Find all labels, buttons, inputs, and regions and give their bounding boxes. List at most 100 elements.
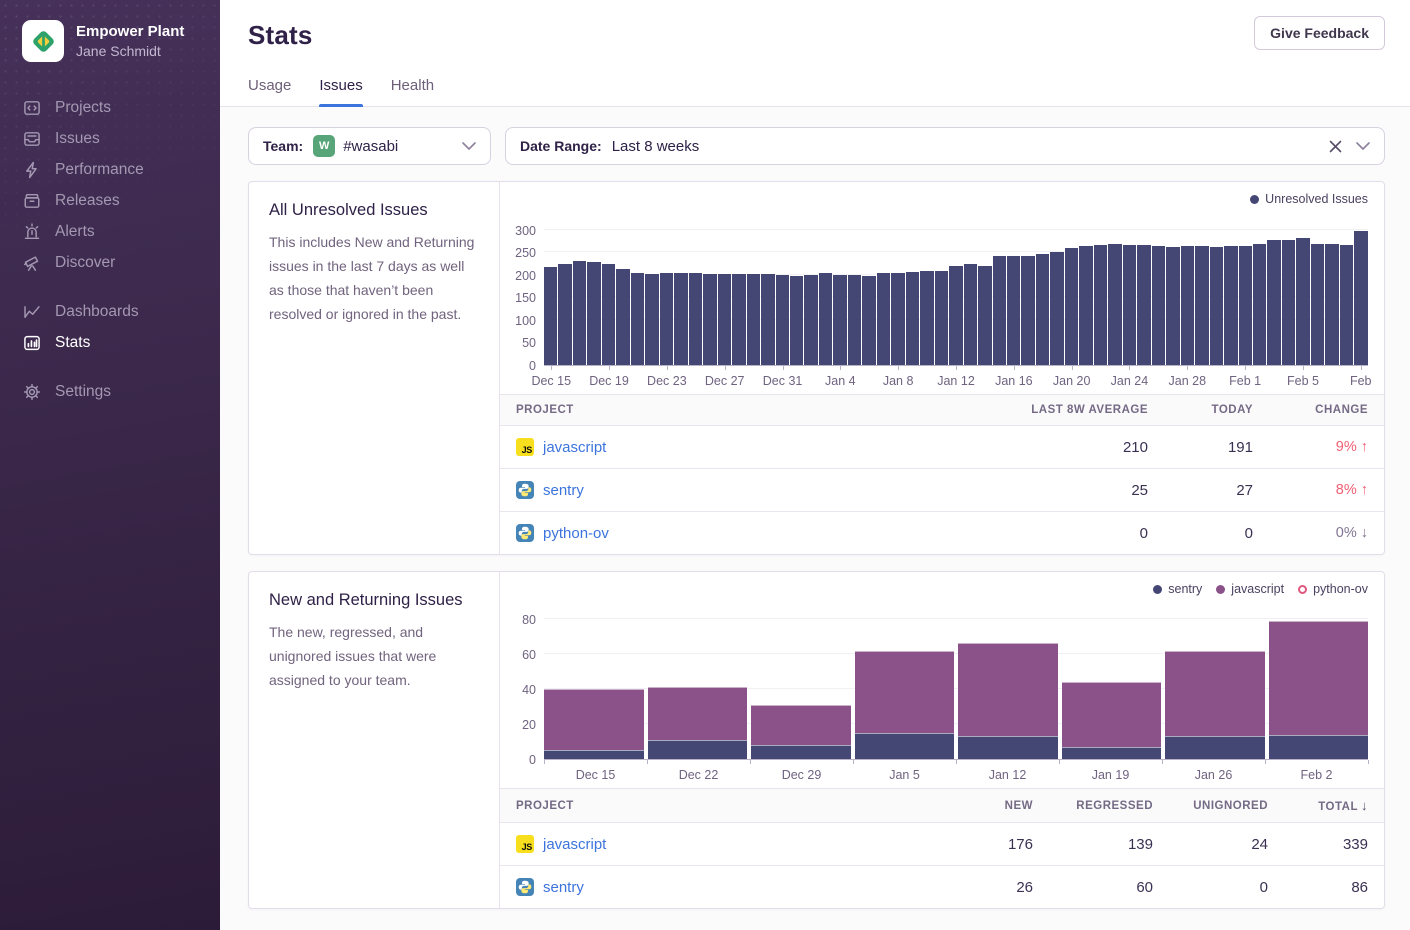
bar	[1325, 244, 1338, 365]
project-link[interactable]: javascript	[543, 836, 606, 853]
panel-title: New and Returning Issues	[269, 591, 479, 610]
date-range-value: Last 8 weeks	[612, 138, 700, 155]
legend-item-sentry[interactable]: sentry	[1153, 582, 1202, 596]
x-tick-label: Jan 12	[989, 768, 1027, 782]
table-row: sentry25278% ↑	[500, 468, 1384, 511]
panel-description: This includes New and Returning issues i…	[269, 230, 479, 326]
change-cell: 8% ↑	[1269, 470, 1384, 510]
date-range-filter[interactable]: Date Range: Last 8 weeks	[505, 127, 1385, 165]
change-up-arrow-icon: ↑	[1361, 439, 1368, 455]
x-tick-label: Feb 5	[1287, 374, 1319, 388]
nav-section: Dashboards Stats	[22, 296, 220, 358]
bar	[602, 264, 615, 365]
python-icon	[516, 481, 534, 499]
x-tick-label: Dec 29	[782, 768, 822, 782]
project-cell: python-ov	[500, 512, 994, 554]
project-link[interactable]: python-ov	[543, 525, 609, 542]
project-link[interactable]: javascript	[543, 439, 606, 456]
sidebar-item-discover[interactable]: Discover	[22, 247, 220, 278]
clear-icon[interactable]	[1329, 140, 1342, 153]
bar	[1065, 248, 1078, 365]
sidebar-item-stats[interactable]: Stats	[22, 327, 220, 358]
x-tick-label: Jan 4	[825, 374, 856, 388]
x-tick-label: Dec 27	[705, 374, 745, 388]
legend-item-unresolved-issues[interactable]: Unresolved Issues	[1250, 192, 1368, 206]
bar	[776, 275, 789, 366]
releases-icon	[22, 191, 41, 210]
bar-segment-javascript	[544, 689, 644, 750]
sidebar-item-projects[interactable]: Projects	[22, 92, 220, 123]
column-header-project: Project	[500, 395, 994, 425]
bar	[761, 274, 774, 365]
bar	[1094, 245, 1107, 365]
tab-usage[interactable]: Usage	[248, 77, 291, 106]
sidebar-item-dashboards[interactable]: Dashboards	[22, 296, 220, 327]
bar	[819, 273, 832, 365]
projects-icon	[22, 98, 41, 117]
y-tick-label: 50	[522, 336, 536, 350]
chevron-down-icon	[462, 142, 476, 150]
app-window: Empower Plant Jane Schmidt ProjectsIssue…	[0, 0, 1410, 930]
panel-left-column: All Unresolved Issues This includes New …	[249, 182, 500, 554]
bar	[1108, 244, 1121, 365]
python-icon	[516, 524, 534, 542]
bar	[1239, 246, 1252, 365]
bar-segment-sentry	[648, 740, 748, 759]
bar	[751, 705, 851, 759]
x-tick-label: Feb 1	[1229, 374, 1261, 388]
sidebar-item-settings[interactable]: Settings	[22, 376, 220, 407]
y-tick-label: 40	[522, 683, 536, 697]
x-tick-label: Dec 15	[531, 374, 571, 388]
panel-right-column: Unresolved Issues050100150200250300Dec 1…	[500, 182, 1384, 554]
table-row: JSjavascript17613924339	[500, 822, 1384, 865]
column-header-change: Change	[1269, 395, 1384, 425]
bar	[631, 273, 644, 365]
y-axis-labels: 050100150200250300	[510, 216, 544, 366]
change-up-arrow-icon: ↑	[1361, 482, 1368, 498]
nav-section: Settings	[22, 376, 220, 407]
column-header-regressed: Regressed	[1049, 791, 1169, 821]
tab-health[interactable]: Health	[391, 77, 434, 106]
bar	[848, 275, 861, 365]
team-filter[interactable]: Team: W #wasabi	[248, 127, 491, 165]
bar-segment-sentry	[958, 736, 1058, 759]
sidebar-item-label: Stats	[55, 334, 90, 352]
value-cell: 27	[1164, 470, 1269, 511]
python-icon	[516, 878, 534, 896]
performance-icon	[22, 160, 41, 179]
give-feedback-button[interactable]: Give Feedback	[1254, 16, 1385, 50]
sidebar-item-issues[interactable]: Issues	[22, 123, 220, 154]
table-header-row: ProjectLast 8w AverageTodayChange	[500, 394, 1384, 425]
bar	[732, 274, 745, 365]
bar	[790, 276, 803, 365]
panel-all-unresolved-issues: All Unresolved Issues This includes New …	[248, 181, 1385, 555]
org-text: Empower Plant Jane Schmidt	[76, 22, 184, 60]
x-tick-label: Dec 19	[589, 374, 629, 388]
sidebar-item-alerts[interactable]: Alerts	[22, 216, 220, 247]
bar	[1079, 246, 1092, 365]
legend-item-javascript[interactable]: javascript	[1216, 582, 1284, 596]
legend-item-python-ov[interactable]: python-ov	[1298, 582, 1368, 596]
bar	[1062, 682, 1162, 759]
tab-issues[interactable]: Issues	[319, 77, 362, 106]
value-cell: 0	[1169, 867, 1284, 908]
column-header-total[interactable]: Total↓	[1284, 789, 1384, 822]
project-link[interactable]: sentry	[543, 879, 584, 896]
project-link[interactable]: sentry	[543, 482, 584, 499]
bar	[1224, 246, 1237, 365]
bar-segment-sentry	[1165, 736, 1265, 759]
project-cell: sentry	[500, 469, 994, 511]
y-axis-labels: 020406080	[510, 606, 544, 760]
sidebar-item-releases[interactable]: Releases	[22, 185, 220, 216]
table-row: python-ov000% ↓	[500, 511, 1384, 554]
sidebar-item-performance[interactable]: Performance	[22, 154, 220, 185]
unresolved-issues-table: ProjectLast 8w AverageTodayChangeJSjavas…	[500, 394, 1384, 554]
y-tick-label: 100	[515, 314, 536, 328]
sidebar-nav: ProjectsIssuesPerformanceReleasesAlerts D…	[22, 92, 220, 407]
sidebar-item-label: Discover	[55, 254, 115, 272]
bar	[877, 273, 890, 365]
org-switcher[interactable]: Empower Plant Jane Schmidt	[22, 20, 220, 62]
bar	[1282, 240, 1295, 365]
change-cell: 9% ↑	[1269, 427, 1384, 467]
x-tick-label: Jan 5	[889, 768, 920, 782]
